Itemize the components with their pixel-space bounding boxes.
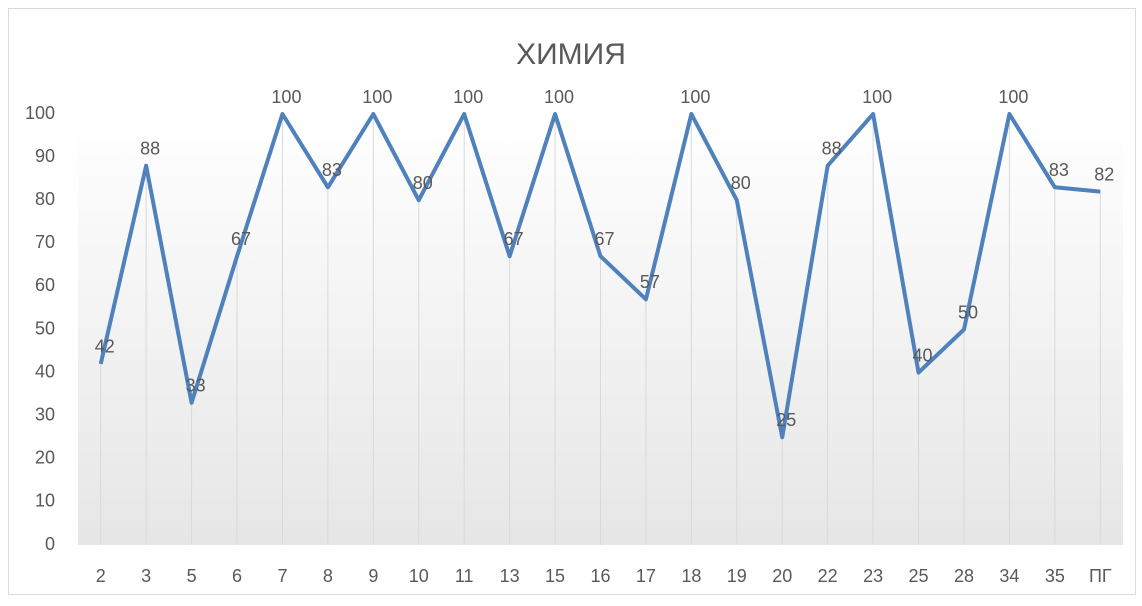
y-tick-label: 50 <box>35 318 55 338</box>
x-tick-label: 16 <box>590 566 610 586</box>
x-tick-label: 8 <box>323 566 333 586</box>
data-label: 40 <box>913 345 933 365</box>
x-tick-label: 25 <box>909 566 929 586</box>
y-tick-label: 80 <box>35 189 55 209</box>
y-tick-label: 30 <box>35 404 55 424</box>
data-label: 88 <box>140 138 160 158</box>
data-label: 83 <box>1049 160 1069 180</box>
data-label: 42 <box>95 337 115 357</box>
y-tick-label: 0 <box>45 534 55 554</box>
data-label: 50 <box>958 302 978 322</box>
x-tick-label: 23 <box>863 566 883 586</box>
y-tick-label: 100 <box>25 103 55 123</box>
data-label: 100 <box>362 87 392 107</box>
data-label: 25 <box>776 410 796 430</box>
data-label: 100 <box>544 87 574 107</box>
x-tick-label: 15 <box>545 566 565 586</box>
y-tick-label: 40 <box>35 361 55 381</box>
x-tick-label: 34 <box>999 566 1019 586</box>
data-label: 67 <box>504 229 524 249</box>
x-tick-label: 9 <box>368 566 378 586</box>
y-tick-label: 20 <box>35 448 55 468</box>
x-tick-label: 20 <box>772 566 792 586</box>
x-tick-label: 17 <box>636 566 656 586</box>
x-tick-label: ПГ <box>1089 566 1112 586</box>
y-tick-label: 60 <box>35 275 55 295</box>
x-tick-label: 6 <box>232 566 242 586</box>
y-tick-label: 10 <box>35 491 55 511</box>
y-tick-label: 90 <box>35 146 55 166</box>
x-tick-label: 13 <box>500 566 520 586</box>
data-label: 100 <box>998 87 1028 107</box>
x-tick-label: 19 <box>727 566 747 586</box>
data-label: 100 <box>453 87 483 107</box>
series-line <box>98 112 1101 440</box>
data-label: 100 <box>862 87 892 107</box>
x-tick-label: 18 <box>681 566 701 586</box>
data-label: 57 <box>640 272 660 292</box>
data-label: 83 <box>322 160 342 180</box>
x-tick-label: 22 <box>818 566 838 586</box>
y-tick-label: 70 <box>35 232 55 252</box>
data-label: 100 <box>271 87 301 107</box>
data-label: 80 <box>413 173 433 193</box>
x-tick-label: 7 <box>277 566 287 586</box>
chart-title: ХИМИЯ <box>516 38 626 71</box>
data-label: 67 <box>231 229 251 249</box>
x-tick-label: 28 <box>954 566 974 586</box>
x-tick-label: 35 <box>1045 566 1065 586</box>
x-tick-label: 11 <box>455 566 474 586</box>
data-label: 100 <box>680 87 710 107</box>
x-tick-label: 2 <box>96 566 106 586</box>
data-label: 33 <box>186 376 206 396</box>
x-tick-label: 10 <box>409 566 429 586</box>
x-tick-label: 5 <box>187 566 197 586</box>
data-label: 67 <box>594 229 614 249</box>
x-tick-label: 3 <box>141 566 151 586</box>
data-label: 82 <box>1094 164 1114 184</box>
data-label: 80 <box>731 173 751 193</box>
data-label: 88 <box>822 138 842 158</box>
